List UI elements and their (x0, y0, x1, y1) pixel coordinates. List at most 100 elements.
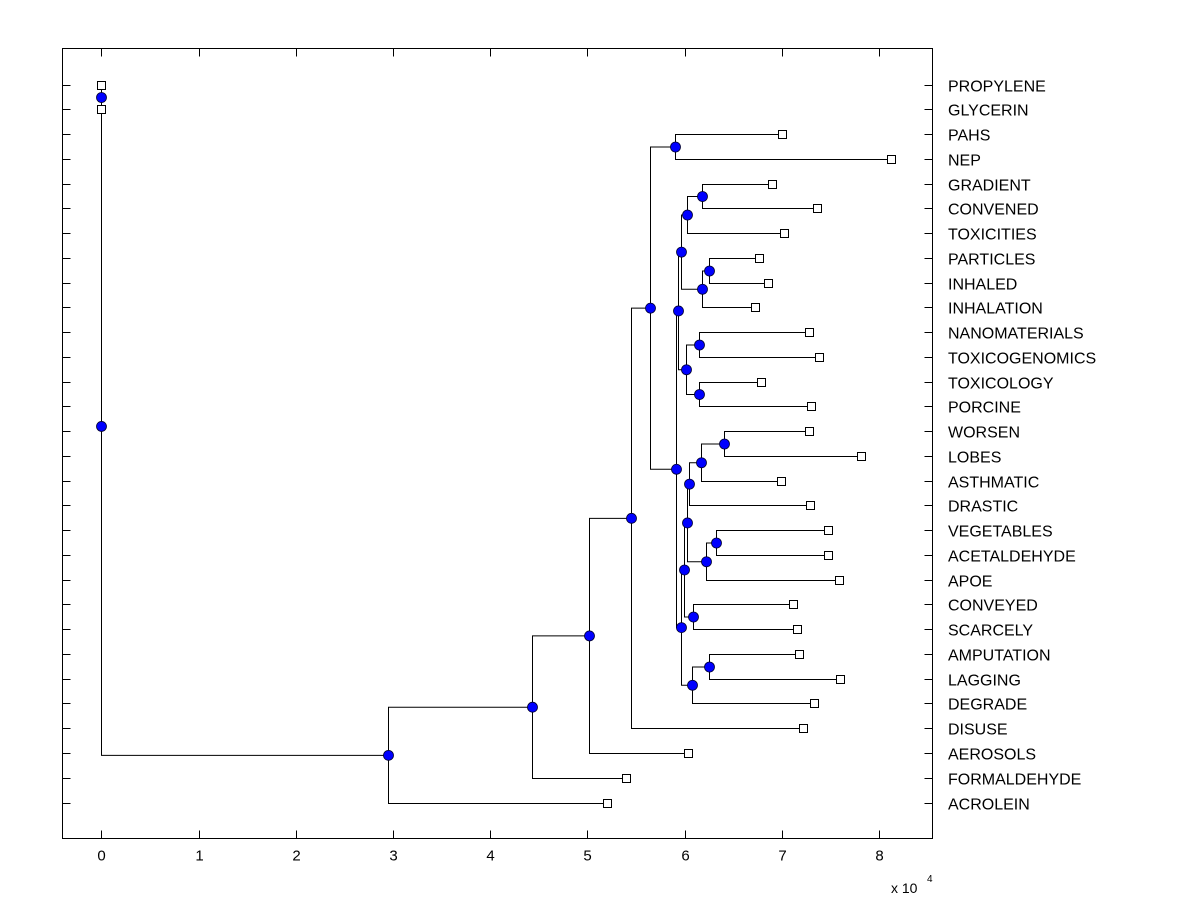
leaf-node-marker (751, 303, 760, 312)
internal-node-marker (681, 364, 692, 376)
tree-link (589, 635, 689, 754)
x-tick-label: 6 (681, 848, 689, 865)
internal-node-marker (696, 457, 707, 469)
tree-link (631, 518, 804, 729)
x-tick-label: 7 (778, 848, 786, 865)
leaf-node-marker (757, 378, 766, 387)
leaf-label: LOBES (948, 450, 1001, 467)
x-tick-label: 2 (292, 848, 300, 865)
x-tick-label: 4 (486, 848, 494, 865)
internal-node-marker (701, 556, 712, 568)
internal-node-marker (688, 611, 699, 623)
tree-link (650, 308, 677, 470)
tree-link (532, 707, 627, 779)
leaf-node-marker (603, 799, 612, 808)
x-axis-ticks: 0 1 2 3 4 5 6 7 8 (97, 48, 884, 865)
internal-node-marker (673, 305, 684, 317)
leaf-label: PORCINE (948, 400, 1021, 417)
leaf-label: LAGGING (948, 673, 1021, 690)
internal-node-marker (697, 283, 708, 295)
leaf-node-marker (805, 427, 814, 436)
leaf-label: AEROSOLS (948, 747, 1036, 764)
leaf-node-marker (813, 204, 822, 213)
tree-link (689, 484, 811, 506)
tree-link (532, 635, 590, 708)
leaf-node-marker (824, 526, 833, 535)
leaf-label: TOXICITIES (948, 227, 1037, 244)
leaf-label: TOXICOGENOMICS (948, 351, 1096, 368)
leaf-label: TOXICOLOGY (948, 376, 1054, 393)
leaf-label: AMPUTATION (948, 648, 1051, 665)
internal-node-marker (626, 512, 637, 524)
internal-node-marker (711, 537, 722, 549)
leaf-node-marker (97, 105, 106, 114)
internal-node-marker (694, 339, 705, 351)
x-tick-label: 3 (389, 848, 397, 865)
leaf-label: INHALATION (948, 301, 1043, 318)
leaf-label: PARTICLES (948, 252, 1035, 269)
tree-link (650, 146, 676, 309)
tree-link (388, 706, 533, 756)
leaf-node-marker (835, 576, 844, 585)
leaf-label: NANOMATERIALS (948, 326, 1084, 343)
leaf-node-marker (793, 625, 802, 634)
internal-node-marker (682, 209, 693, 221)
leaf-node-marker (887, 155, 896, 164)
leaf-label: VEGETABLES (948, 524, 1053, 541)
x-tick-label: 5 (583, 848, 591, 865)
leaf-label: INHALED (948, 277, 1017, 294)
internal-node-marker (687, 679, 698, 691)
internal-node-marker (676, 246, 687, 258)
tree-nodes (96, 81, 896, 808)
tree-link (101, 426, 389, 756)
internal-node-marker (670, 141, 681, 153)
leaf-node-marker (789, 600, 798, 609)
leaf-label: SCARCELY (948, 623, 1033, 640)
tree-link (701, 443, 725, 463)
leaf-label: DEGRADE (948, 697, 1027, 714)
leaf-label: FORMALDEHYDE (948, 772, 1081, 789)
leaf-node-marker (768, 180, 777, 189)
leaf-label: CONVEYED (948, 598, 1038, 615)
leaf-node-marker (815, 353, 824, 362)
leaf-label: APOE (948, 574, 992, 591)
leaf-node-marker (857, 452, 866, 461)
leaf-node-marker (836, 675, 845, 684)
leaf-label: ASTHMATIC (948, 475, 1039, 492)
internal-node-marker (704, 661, 715, 673)
leaf-label: DISUSE (948, 722, 1008, 739)
leaf-node-marker (755, 254, 764, 263)
internal-node-marker (527, 701, 538, 713)
leaf-label: WORSEN (948, 425, 1020, 442)
tree-link (692, 685, 815, 704)
tree-link (692, 666, 710, 686)
internal-node-marker (676, 622, 687, 634)
internal-node-marker (584, 630, 595, 642)
leaf-node-marker (778, 130, 787, 139)
tree-link (687, 215, 785, 234)
leaf-label: GLYCERIN (948, 103, 1029, 120)
leaf-node-marker (97, 81, 106, 90)
internal-node-marker (719, 438, 730, 450)
leaf-label: PAHS (948, 128, 990, 145)
internal-node-marker (671, 463, 682, 475)
leaf-node-marker (777, 477, 786, 486)
tree-link (589, 517, 632, 636)
leaf-node-marker (622, 774, 631, 783)
leaf-node-marker (795, 650, 804, 659)
leaf-node-marker (684, 749, 693, 758)
internal-node-marker (697, 191, 708, 202)
x-tick-label: 0 (97, 848, 105, 865)
x-tick-label: 1 (195, 848, 203, 865)
tree-link (631, 307, 651, 519)
leaf-label: PROPYLENE (948, 79, 1046, 96)
leaf-label: DRASTIC (948, 499, 1018, 516)
x-multiplier-label: x 10 (891, 880, 918, 896)
plot-frame (62, 48, 933, 839)
x-tick-label: 8 (875, 848, 883, 865)
y-axis-ticks (62, 85, 933, 804)
leaf-node-marker (805, 328, 814, 337)
tree-link (687, 522, 707, 563)
leaf-label: NEP (948, 153, 981, 170)
internal-node-marker (383, 749, 394, 761)
